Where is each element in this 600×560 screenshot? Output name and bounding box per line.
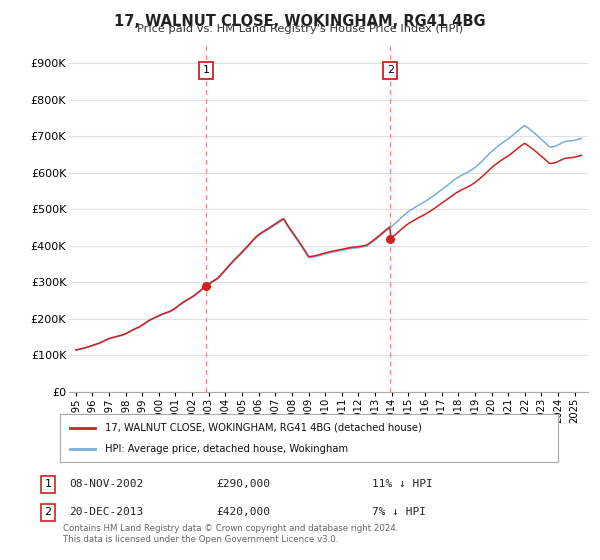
Text: This data is licensed under the Open Government Licence v3.0.: This data is licensed under the Open Gov… xyxy=(63,535,338,544)
Text: 17, WALNUT CLOSE, WOKINGHAM, RG41 4BG: 17, WALNUT CLOSE, WOKINGHAM, RG41 4BG xyxy=(114,14,486,29)
Text: 1: 1 xyxy=(44,479,52,489)
Text: 08-NOV-2002: 08-NOV-2002 xyxy=(69,479,143,489)
Text: 2: 2 xyxy=(387,66,394,76)
Text: 2: 2 xyxy=(44,507,52,517)
Text: 7% ↓ HPI: 7% ↓ HPI xyxy=(372,507,426,517)
Text: 11% ↓ HPI: 11% ↓ HPI xyxy=(372,479,433,489)
Text: 17, WALNUT CLOSE, WOKINGHAM, RG41 4BG (detached house): 17, WALNUT CLOSE, WOKINGHAM, RG41 4BG (d… xyxy=(105,423,422,433)
Text: Price paid vs. HM Land Registry's House Price Index (HPI): Price paid vs. HM Land Registry's House … xyxy=(137,24,463,34)
Text: 20-DEC-2013: 20-DEC-2013 xyxy=(69,507,143,517)
Text: HPI: Average price, detached house, Wokingham: HPI: Average price, detached house, Woki… xyxy=(105,444,348,454)
Text: £420,000: £420,000 xyxy=(216,507,270,517)
Text: Contains HM Land Registry data © Crown copyright and database right 2024.: Contains HM Land Registry data © Crown c… xyxy=(63,524,398,533)
Text: 1: 1 xyxy=(202,66,209,76)
Text: £290,000: £290,000 xyxy=(216,479,270,489)
